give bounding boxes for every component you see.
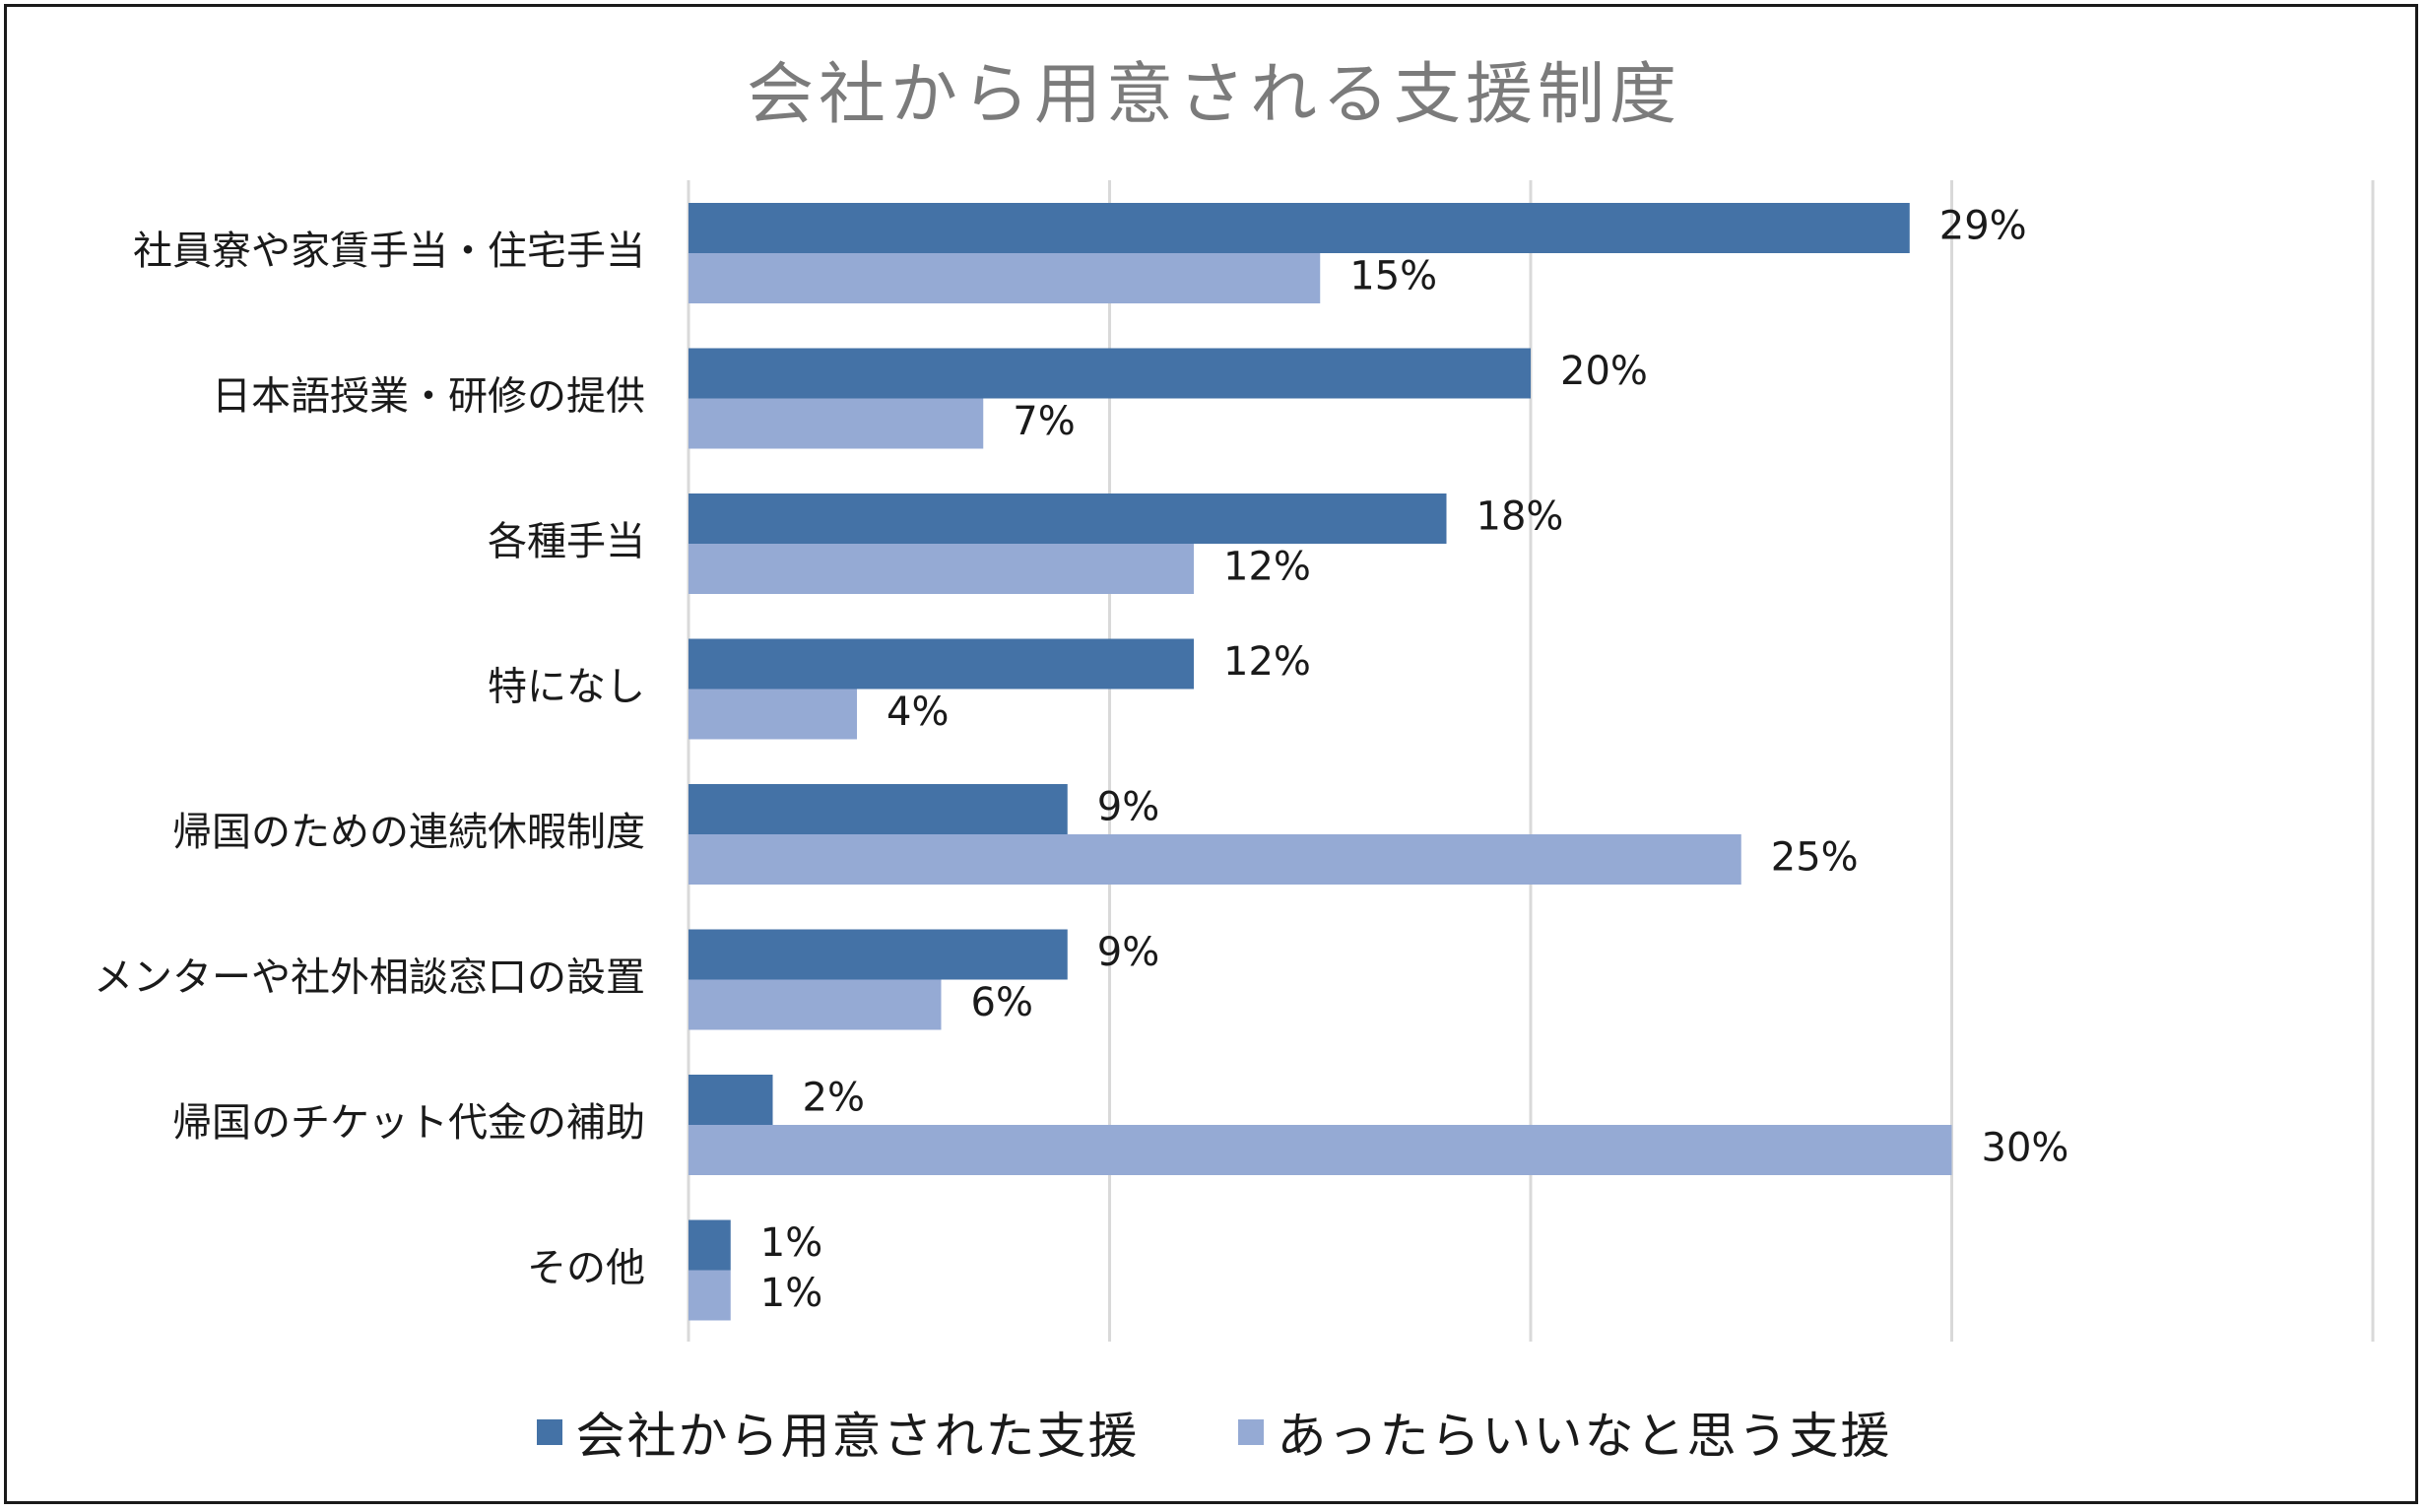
legend-label-series-1: 会社から用意された支援	[575, 1408, 1140, 1465]
category-label: 日本語授業・研修の提供	[212, 374, 645, 420]
data-label: 2%	[803, 1076, 865, 1121]
bar-series-1	[689, 1075, 773, 1125]
bar-series-2	[689, 834, 1741, 885]
chart-legend: 会社から用意された支援 あったらいいなと思う支援	[0, 1397, 2428, 1468]
bar-series-1	[689, 203, 1910, 253]
bar-series-2	[689, 1125, 1952, 1175]
data-label: 12%	[1223, 545, 1311, 590]
legend-item-series-1: 会社から用意された支援	[536, 1397, 1140, 1468]
data-label: 9%	[1097, 930, 1159, 975]
category-label: メンターや社外相談窓口の設置	[94, 955, 645, 1001]
data-label: 7%	[1013, 399, 1075, 444]
data-label: 9%	[1097, 785, 1159, 830]
data-label: 4%	[886, 690, 949, 735]
bar-series-1	[689, 348, 1531, 399]
bar-series-2	[689, 253, 1321, 303]
category-label: 帰国のチケット代金の補助	[172, 1100, 645, 1146]
legend-swatch-series-2	[1237, 1419, 1264, 1445]
legend-item-series-2: あったらいいなと思う支援	[1237, 1397, 1892, 1468]
category-label: 特になし	[488, 665, 645, 710]
bar-series-2	[689, 544, 1194, 594]
data-label: 30%	[1982, 1126, 2069, 1171]
data-label: 20%	[1560, 349, 1648, 394]
bar-series-2	[689, 689, 857, 740]
category-label: 帰国のための連続休暇制度	[172, 810, 645, 855]
bar-series-1	[689, 929, 1068, 980]
data-label: 15%	[1349, 254, 1437, 299]
bar-series-1	[689, 1219, 731, 1271]
legend-label-series-2: あったらいいなと思う支援	[1277, 1408, 1892, 1465]
data-label: 12%	[1223, 639, 1311, 685]
data-label: 18%	[1476, 494, 1564, 540]
bar-series-2	[689, 1270, 731, 1321]
data-label: 29%	[1939, 204, 2027, 249]
bar-series-1	[689, 493, 1447, 544]
category-label: 社員寮や家賃手当・住宅手当	[133, 229, 645, 274]
bar-series-2	[689, 398, 984, 449]
category-label: 各種手当	[488, 519, 645, 564]
chart-title: 会社から用意される支援制度	[746, 56, 1681, 134]
bar-series-2	[689, 979, 942, 1030]
legend-swatch-series-1	[536, 1419, 562, 1445]
data-label: 1%	[760, 1220, 822, 1266]
category-label: その他	[527, 1246, 645, 1291]
data-label: 1%	[760, 1271, 822, 1316]
bar-series-1	[689, 784, 1068, 834]
data-label: 6%	[971, 980, 1033, 1025]
bar-series-1	[689, 638, 1194, 690]
data-label: 25%	[1771, 835, 1859, 881]
